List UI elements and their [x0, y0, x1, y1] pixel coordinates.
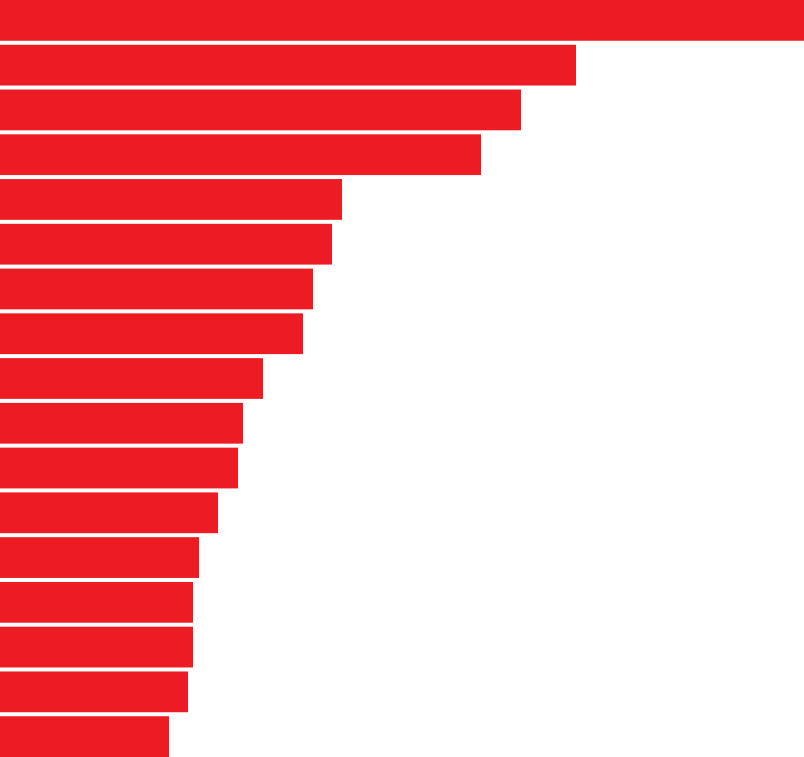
bar [0, 0, 804, 41]
bar [0, 179, 342, 220]
bar [0, 447, 238, 489]
bar [0, 626, 193, 668]
bar [0, 671, 188, 713]
bar [0, 223, 332, 265]
bar [0, 134, 481, 176]
bar [0, 492, 218, 534]
bar [0, 581, 193, 623]
bar [0, 268, 313, 310]
bar [0, 358, 263, 399]
bar [0, 716, 169, 757]
bar [0, 537, 199, 578]
bar [0, 44, 576, 86]
bar [0, 313, 303, 355]
bar [0, 89, 521, 131]
bar [0, 402, 243, 444]
